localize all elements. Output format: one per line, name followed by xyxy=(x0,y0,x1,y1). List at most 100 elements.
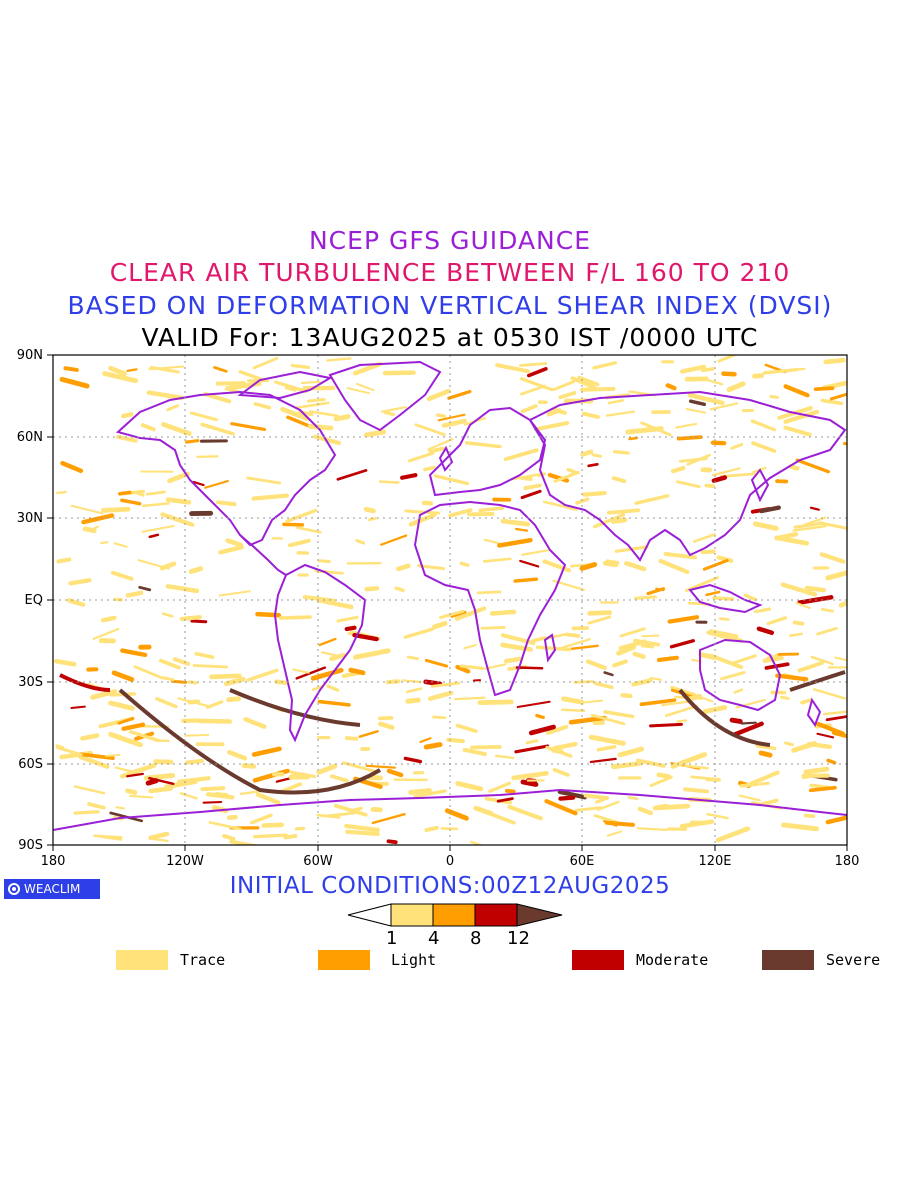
turbulence-streak xyxy=(208,821,242,831)
turbulence-streak xyxy=(616,644,637,656)
turbulence-streak xyxy=(166,404,180,412)
turbulence-streak xyxy=(70,504,104,515)
turbulence-streak xyxy=(575,497,590,505)
turbulence-streak xyxy=(307,423,334,431)
turbulence-streak xyxy=(593,814,618,824)
turbulence-streak xyxy=(310,667,344,681)
turbulence-streak xyxy=(683,764,709,770)
turbulence-streak xyxy=(658,558,690,575)
turbulence-streak xyxy=(520,489,542,500)
turbulence-streak xyxy=(309,410,339,418)
turbulence-streak xyxy=(636,827,668,832)
axis-ticks xyxy=(47,354,848,851)
turbulence-streak xyxy=(246,668,279,682)
turbulence-streak xyxy=(414,423,446,437)
turbulence-streak xyxy=(100,615,117,623)
turbulence-streak xyxy=(816,732,835,739)
turbulence-streak xyxy=(400,473,418,480)
turbulence-streak xyxy=(587,615,612,625)
turbulence-streak xyxy=(165,497,192,505)
turbulence-streak xyxy=(795,458,830,474)
turbulence-streak xyxy=(503,448,539,462)
turbulence-streak xyxy=(603,710,635,719)
turbulence-streak xyxy=(826,758,837,765)
turbulence-streak xyxy=(488,781,512,793)
turbulence-streak xyxy=(596,745,617,752)
turbulence-streak xyxy=(551,741,578,751)
turbulence-streak xyxy=(196,455,219,459)
turbulence-streak xyxy=(514,527,528,532)
turbulence-streak xyxy=(318,637,337,647)
turbulence-streak xyxy=(711,467,741,477)
turbulence-streak xyxy=(783,384,810,398)
turbulence-streak xyxy=(87,802,106,810)
turbulence-streak xyxy=(580,386,616,392)
turbulence-streak xyxy=(783,409,820,424)
turbulence-streak xyxy=(202,800,223,804)
turbulence-streak xyxy=(226,696,242,703)
turbulence-streak xyxy=(100,541,109,545)
turbulence-streak xyxy=(140,423,156,432)
turbulence-streak xyxy=(569,644,599,651)
turbulence-streak xyxy=(251,493,290,501)
turbulence-streak xyxy=(336,615,359,623)
jet-streak xyxy=(789,670,846,692)
turbulence-streak xyxy=(194,651,215,659)
turbulence-streak xyxy=(379,480,400,484)
lat-label: EQ xyxy=(25,593,43,608)
turbulence-streak xyxy=(733,721,764,737)
turbulence-streak xyxy=(617,746,645,758)
turbulence-streak xyxy=(464,441,502,449)
turbulence-streak xyxy=(579,562,598,571)
turbulence-streak xyxy=(792,620,805,626)
turbulence-streak xyxy=(779,695,790,700)
legend-swatch-trace xyxy=(116,950,168,970)
turbulence-streak xyxy=(602,560,619,568)
turbulence-streak xyxy=(100,506,131,513)
turbulence-streak xyxy=(780,582,818,597)
turbulence-streak xyxy=(99,835,123,841)
turbulence-streak xyxy=(295,401,330,409)
turbulence-streak xyxy=(423,465,436,472)
turbulence-streak xyxy=(450,610,467,618)
turbulence-streak xyxy=(470,745,502,750)
turbulence-streak xyxy=(505,788,516,794)
turbulence-streak xyxy=(820,398,844,406)
turbulence-streak xyxy=(769,394,779,399)
turbulence-streak xyxy=(92,627,120,640)
turbulence-streak xyxy=(706,812,729,820)
turbulence-streak xyxy=(78,752,115,760)
turbulence-streak xyxy=(114,766,135,773)
turbulence-streak xyxy=(380,405,407,413)
turbulence-streak xyxy=(483,538,500,545)
turbulence-streak xyxy=(462,747,487,757)
turbulence-streak xyxy=(705,590,721,597)
turbulence-streak xyxy=(494,754,515,760)
turbulence-streak xyxy=(177,697,213,708)
turbulence-streak xyxy=(795,602,811,610)
turbulence-streak xyxy=(138,585,152,592)
turbulence-streak xyxy=(423,679,443,687)
turbulence-streak xyxy=(803,766,830,775)
turbulence-streak xyxy=(627,796,639,801)
turbulence-streak xyxy=(610,517,628,524)
turbulence-streak xyxy=(800,698,813,705)
turbulence-streak xyxy=(587,462,599,468)
turbulence-streak xyxy=(581,411,600,419)
turbulence-streak xyxy=(278,615,312,620)
turbulence-streak xyxy=(440,827,459,831)
legend-label-moderate: Moderate xyxy=(636,951,709,969)
turbulence-streak xyxy=(561,638,591,649)
turbulence-streak xyxy=(285,508,318,523)
turbulence-streak xyxy=(345,829,380,836)
turbulence-streak xyxy=(118,490,132,496)
turbulence-streak xyxy=(363,429,387,438)
turbulence-streak xyxy=(721,371,737,377)
turbulence-streak xyxy=(226,814,238,821)
colorbar-bin xyxy=(390,903,434,927)
turbulence-streak xyxy=(754,607,772,614)
turbulence-streak xyxy=(766,616,788,626)
turbulence-streak xyxy=(825,815,847,825)
turbulence-streak xyxy=(251,746,282,757)
colorbar-tick-label: 8 xyxy=(470,928,482,949)
